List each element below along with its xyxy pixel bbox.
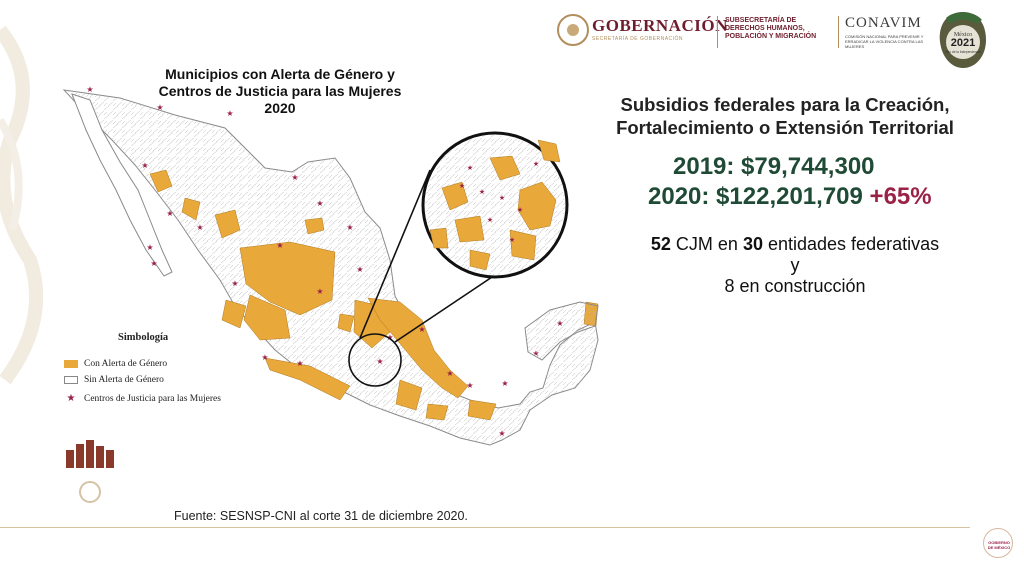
seal-text: GOBIERNO DE MÉXICO <box>987 540 1011 550</box>
svg-text:★: ★ <box>467 164 473 172</box>
svg-text:★: ★ <box>501 379 508 388</box>
badge-top-text: México <box>954 32 972 38</box>
background-ornament <box>0 25 44 385</box>
svg-text:★: ★ <box>517 206 523 214</box>
legend-title: Simbología <box>118 332 169 343</box>
svg-text:★: ★ <box>509 236 515 244</box>
svg-text:★: ★ <box>386 333 393 342</box>
svg-text:★: ★ <box>141 161 148 170</box>
map-title-line: 2020 <box>264 100 296 116</box>
no-alert-swatch <box>64 376 78 384</box>
svg-text:★: ★ <box>479 188 485 196</box>
badge-sub-text: Año de la Independencia <box>945 50 980 54</box>
amount-2019: 2019: $79,744,300 <box>673 153 875 180</box>
alert-regions <box>149 169 599 421</box>
svg-text:★: ★ <box>418 325 425 334</box>
svg-text:★: ★ <box>446 369 453 378</box>
headline-line: Subsidios federales para la Creación, <box>620 94 950 115</box>
cjm-count: 52 <box>650 234 671 254</box>
alert-swatch <box>64 360 78 368</box>
conavim-logo-subtitle: COMISIÓN NACIONAL PARA PREVENIR Y ERRADI… <box>845 34 924 49</box>
logo-divider <box>717 16 718 48</box>
amount-2020-row: 2020: $122,201,709 +65% <box>648 183 932 211</box>
headline-line: Fortalecimiento o Extensión Territorial <box>616 117 954 138</box>
source-footnote: Fuente: SESNSP-CNI al corte 31 de diciem… <box>174 509 468 523</box>
legend-item-cjm: ★ Centros de Justicia para las Mujeres <box>64 393 221 404</box>
baja-california-shape <box>71 93 173 277</box>
star-icon: ★ <box>66 393 76 404</box>
mexico-2021-badge: México 2021 Año de la Independencia <box>939 12 986 68</box>
entities-count: 30 <box>742 234 763 254</box>
svg-text:★: ★ <box>499 194 505 202</box>
svg-text:★: ★ <box>459 182 465 190</box>
cjm-line: 52 CJM en 30 entidades federativas <box>600 234 990 255</box>
entities-text: entidades federativas <box>762 234 940 254</box>
legend-item-no-alert: Sin Alerta de Género <box>64 375 164 385</box>
svg-text:★: ★ <box>376 357 383 366</box>
map-title-line: Centros de Justicia para las Mujeres <box>158 83 402 99</box>
gobernacion-emblem-icon <box>557 14 589 46</box>
svg-text:★: ★ <box>487 216 493 224</box>
svg-text:★: ★ <box>356 265 363 274</box>
zoom-inset: ★ ★ ★ ★ ★ ★ ★ ★ <box>421 131 569 279</box>
construction-count: 8 en construcción <box>724 276 866 296</box>
yucatan-shape <box>524 301 599 361</box>
svg-text:★: ★ <box>166 209 173 218</box>
badge-year-text: 2021 <box>951 37 975 49</box>
svg-text:★: ★ <box>86 85 93 94</box>
svg-text:★: ★ <box>261 353 268 362</box>
svg-text:★: ★ <box>498 429 505 438</box>
svg-text:★: ★ <box>146 243 153 252</box>
gobierno-mexico-seal: GOBIERNO DE MÉXICO <box>983 528 1013 558</box>
cjm-and: y <box>790 255 800 275</box>
cjm-summary: 52 CJM en 30 entidades federativas y 8 e… <box>600 234 990 297</box>
subsidies-headline: Subsidios federales para la Creación, Fo… <box>585 93 985 139</box>
cjm-text: CJM en <box>670 234 743 254</box>
conavim-logo-text: CONAVIM <box>845 15 922 31</box>
legend-label: Sin Alerta de Género <box>84 375 164 385</box>
svg-text:★: ★ <box>316 199 323 208</box>
svg-text:★: ★ <box>226 109 233 118</box>
svg-text:★: ★ <box>150 259 157 268</box>
gobernacion-logo-subtitle: SECRETARÍA DE GOBERNACIÓN <box>592 36 684 42</box>
zoom-origin-circle <box>348 333 402 387</box>
increase-percent: +65% <box>869 183 932 210</box>
logo-divider <box>838 16 839 48</box>
svg-text:★: ★ <box>296 359 303 368</box>
legend-label: Centros de Justicia para las Mujeres <box>84 393 221 404</box>
map-title: Municipios con Alerta de Género y Centro… <box>150 66 410 117</box>
footer-rule <box>0 527 970 528</box>
gobernacion-logo-text: GOBERNACIÓN <box>592 16 728 35</box>
legend-label: Con Alerta de Género <box>84 359 168 369</box>
header-logos: GOBERNACIÓN SECRETARÍA DE GOBERNACIÓN SU… <box>557 12 937 52</box>
svg-text:★: ★ <box>196 223 203 232</box>
mexico-map: ★★★ ★★★ ★★★ ★★★ ★★★ ★ ★★ ★★★ ★ ★★ ★★ ★ ★★ ★… <box>62 85 599 446</box>
heroes-emblem-icon <box>66 440 114 503</box>
subsecretaria-text: SUBSECRETARÍA DE DERECHOS HUMANOS, POBLA… <box>725 17 817 40</box>
svg-text:★: ★ <box>466 381 473 390</box>
legend-item-alert: Con Alerta de Género <box>64 359 167 369</box>
svg-text:★: ★ <box>276 241 283 250</box>
svg-text:★: ★ <box>346 223 353 232</box>
map-title-line: Municipios con Alerta de Género y <box>165 66 395 82</box>
svg-text:★: ★ <box>231 279 238 288</box>
amount-2020: 2020: $122,201,709 <box>648 183 863 210</box>
cjm-stars: ★ ★ ★ ★ ★ ★ ★ ★ ★ ★ ★ ★ ★ ★ ★ ★ ★ ★ ★ ★ ★ ★ ★ ★ ★ ★ <box>86 85 563 438</box>
svg-text:★: ★ <box>156 103 163 112</box>
svg-text:★: ★ <box>291 173 298 182</box>
svg-text:★: ★ <box>316 287 323 296</box>
svg-text:★: ★ <box>533 160 539 168</box>
